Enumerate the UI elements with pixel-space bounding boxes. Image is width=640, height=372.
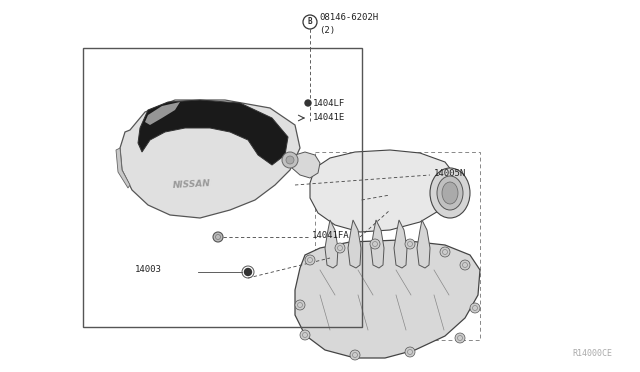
Polygon shape (290, 152, 320, 178)
Polygon shape (371, 220, 384, 268)
Text: 1404LF: 1404LF (313, 99, 345, 108)
Text: R14000CE: R14000CE (572, 349, 612, 358)
Bar (315, 152, 480, 340)
Text: 14041E: 14041E (313, 113, 345, 122)
Circle shape (470, 303, 480, 313)
Text: NISSAN: NISSAN (173, 180, 211, 190)
Circle shape (286, 156, 294, 164)
Polygon shape (417, 220, 430, 268)
Polygon shape (138, 100, 288, 165)
Circle shape (305, 100, 311, 106)
Text: 14005N: 14005N (434, 169, 467, 177)
Text: B: B (308, 17, 312, 26)
Polygon shape (116, 148, 130, 188)
Polygon shape (120, 100, 300, 218)
Text: 08146-6202H: 08146-6202H (319, 13, 378, 22)
Circle shape (335, 243, 345, 253)
Circle shape (295, 300, 305, 310)
Circle shape (305, 255, 315, 265)
Circle shape (303, 15, 317, 29)
Circle shape (244, 269, 252, 276)
Circle shape (405, 239, 415, 249)
Text: 14003: 14003 (135, 266, 162, 275)
Circle shape (460, 260, 470, 270)
Circle shape (405, 347, 415, 357)
Polygon shape (325, 220, 338, 268)
Polygon shape (295, 240, 480, 358)
Polygon shape (348, 220, 361, 268)
Circle shape (300, 330, 310, 340)
Circle shape (455, 333, 465, 343)
Polygon shape (145, 102, 180, 125)
Circle shape (370, 239, 380, 249)
Bar (83, 48, 362, 327)
Ellipse shape (430, 168, 470, 218)
Text: (2): (2) (319, 26, 335, 35)
Polygon shape (310, 150, 455, 232)
Circle shape (282, 152, 298, 168)
Circle shape (350, 350, 360, 360)
Circle shape (213, 232, 223, 242)
Ellipse shape (437, 176, 463, 210)
Circle shape (440, 247, 450, 257)
Text: 14041FA: 14041FA (312, 231, 349, 240)
Polygon shape (394, 220, 407, 268)
Ellipse shape (442, 182, 458, 204)
